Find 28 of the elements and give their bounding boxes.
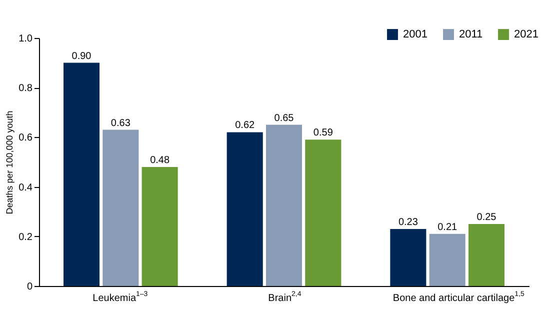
data-label: 0.48: [150, 154, 170, 166]
y-tick-label: 0.4: [18, 182, 33, 194]
bar: [305, 140, 342, 286]
y-tick-label: 0.8: [18, 83, 33, 94]
legend-label: 2001: [403, 28, 428, 41]
bar: [266, 124, 302, 286]
data-label: 0.90: [72, 50, 92, 62]
data-label: 0.65: [274, 112, 294, 124]
y-axis-title: Deaths per 100,000 youth: [4, 110, 15, 214]
bar: [468, 224, 504, 286]
bar: [429, 234, 466, 286]
data-label: 0.63: [110, 118, 131, 129]
legend-label: 2021: [514, 28, 538, 41]
bar: [142, 166, 178, 286]
data-label: 0.59: [313, 128, 334, 139]
bar: [64, 62, 100, 286]
y-tick-label: 0: [26, 282, 33, 292]
data-label: 0.25: [476, 212, 497, 223]
y-tick-label: 0.6: [18, 132, 33, 144]
data-label: 0.23: [398, 216, 418, 228]
bar: [226, 132, 263, 286]
y-tick-label: 0.2: [18, 232, 33, 243]
bar: [102, 130, 139, 286]
bar: [390, 228, 426, 286]
legend-label: 2011: [459, 28, 483, 41]
y-tick-label: 1.0: [18, 34, 33, 44]
data-label: 0.62: [235, 120, 256, 132]
data-label: 0.21: [438, 222, 458, 233]
